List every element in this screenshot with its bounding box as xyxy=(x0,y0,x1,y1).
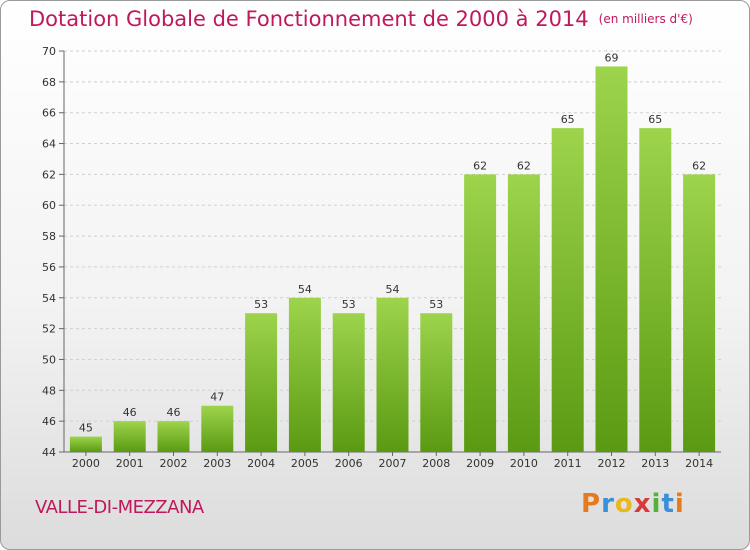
x-tick-label: 2013 xyxy=(641,457,669,470)
y-tick-label: 60 xyxy=(42,199,56,212)
x-tick-label: 2001 xyxy=(116,457,144,470)
x-tick-label: 2012 xyxy=(598,457,626,470)
bar xyxy=(376,297,409,452)
x-tick-label: 2002 xyxy=(160,457,188,470)
data-label: 45 xyxy=(79,422,93,435)
y-tick-label: 58 xyxy=(42,230,56,243)
data-label: 46 xyxy=(123,406,137,419)
y-tick-label: 48 xyxy=(42,384,56,397)
data-label: 46 xyxy=(167,406,181,419)
axes: 44 46 48 50 52 54 56 58 60 62 64 66 68 70 2000 2001 2002… xyxy=(42,45,721,470)
bar xyxy=(507,174,540,452)
data-label: 53 xyxy=(342,298,356,311)
x-tick-label: 2008 xyxy=(422,457,450,470)
y-tick-label: 70 xyxy=(42,45,56,58)
y-tick-label: 46 xyxy=(42,415,56,428)
x-tick-label: 2011 xyxy=(554,457,582,470)
data-label: 54 xyxy=(386,283,400,296)
x-tick-label: 2000 xyxy=(72,457,100,470)
x-tick-label: 2004 xyxy=(247,457,275,470)
bar xyxy=(420,313,453,452)
logo-letter: x xyxy=(633,489,652,519)
data-label: 47 xyxy=(210,391,224,404)
logo-letter: i xyxy=(674,489,685,519)
y-tick-label: 66 xyxy=(42,107,56,120)
x-tick-label: 2009 xyxy=(466,457,494,470)
data-label: 62 xyxy=(517,159,531,172)
data-label: 53 xyxy=(254,298,268,311)
bar xyxy=(464,174,497,452)
bar xyxy=(113,421,146,452)
proxiti-logo: Proxiti xyxy=(581,489,685,519)
bar xyxy=(69,436,102,452)
logo-letter: t xyxy=(661,489,675,519)
y-tick-label: 50 xyxy=(42,353,56,366)
y-tick-label: 54 xyxy=(42,292,56,305)
data-label: 69 xyxy=(605,51,619,64)
y-tick-label: 62 xyxy=(42,168,56,181)
y-tick-label: 68 xyxy=(42,76,56,89)
x-tick-label: 2003 xyxy=(203,457,231,470)
bar xyxy=(639,128,672,452)
y-tick-label: 44 xyxy=(42,446,56,459)
logo-letter: i xyxy=(651,489,662,519)
y-tick-label: 52 xyxy=(42,323,56,336)
chart-title: Dotation Globale de Fonctionnement de 20… xyxy=(29,7,693,31)
data-label: 65 xyxy=(561,113,575,126)
bar xyxy=(683,174,716,452)
x-tick-label: 2010 xyxy=(510,457,538,470)
bar xyxy=(245,313,278,452)
bar xyxy=(157,421,190,452)
bar xyxy=(551,128,584,452)
data-label: 53 xyxy=(429,298,443,311)
data-label: 54 xyxy=(298,283,312,296)
bar xyxy=(595,66,628,452)
bar xyxy=(201,405,234,452)
logo-letter: o xyxy=(614,489,634,519)
logo-letter: r xyxy=(601,489,615,519)
y-tick-label: 64 xyxy=(42,138,56,151)
data-label: 62 xyxy=(473,159,487,172)
chart-subtitle: (en milliers d'€) xyxy=(598,12,693,26)
data-labels: 45 46 46 47 53 54 53 54 53 62 62 65 69 65 62 xyxy=(79,51,706,434)
data-label: 62 xyxy=(692,159,706,172)
logo-letter: P xyxy=(581,489,602,519)
x-tick-label: 2006 xyxy=(335,457,363,470)
bars xyxy=(69,66,716,452)
data-label: 65 xyxy=(648,113,662,126)
bar xyxy=(332,313,365,452)
x-tick-label: 2007 xyxy=(379,457,407,470)
bar xyxy=(288,297,321,452)
x-tick-label: 2014 xyxy=(685,457,713,470)
x-tick-label: 2005 xyxy=(291,457,319,470)
commune-name: VALLE-DI-MEZZANA xyxy=(35,497,204,518)
y-tick-label: 56 xyxy=(42,261,56,274)
